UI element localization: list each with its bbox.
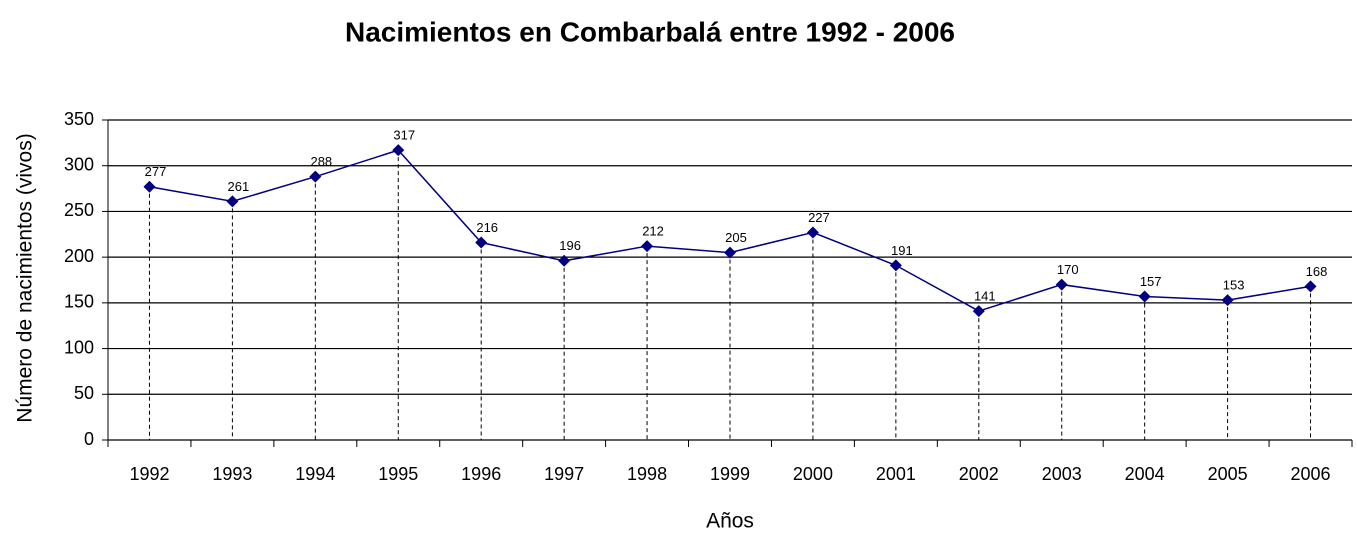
data-label: 317 (393, 128, 415, 143)
y-axis-label: Número de nacimientos (vivos) (14, 133, 37, 422)
y-tick-label: 300 (64, 154, 94, 174)
marker (475, 236, 488, 249)
marker (1138, 290, 1151, 303)
data-label: 227 (808, 210, 830, 225)
x-tick-label: 2002 (959, 464, 999, 484)
x-tick-label: 2004 (1125, 464, 1165, 484)
marker (558, 254, 571, 267)
y-tick-label: 100 (64, 337, 94, 357)
marker (309, 170, 322, 183)
marker (641, 240, 654, 253)
marker (143, 180, 156, 193)
x-tick-label: 2001 (876, 464, 916, 484)
data-label: 205 (725, 230, 747, 245)
data-label: 216 (476, 220, 498, 235)
x-tick-label: 2003 (1042, 464, 1082, 484)
x-axis-label: Años (706, 510, 754, 533)
data-label: 168 (1306, 264, 1328, 279)
marker (724, 246, 736, 259)
marker (889, 259, 902, 272)
marker (1304, 280, 1317, 293)
data-label: 153 (1223, 278, 1245, 293)
x-tick-label: 2006 (1291, 464, 1331, 484)
marker (972, 305, 985, 318)
data-label: 157 (1140, 274, 1162, 289)
data-label: 196 (559, 238, 581, 253)
data-label: 277 (145, 164, 167, 179)
y-tick-label: 50 (74, 383, 94, 403)
x-tick-label: 1998 (627, 464, 667, 484)
x-tick-label: 1997 (544, 464, 584, 484)
data-label: 170 (1057, 262, 1079, 277)
data-label: 212 (642, 224, 664, 239)
y-tick-label: 250 (64, 200, 94, 220)
marker (226, 195, 239, 208)
x-tick-label: 1993 (212, 464, 252, 484)
data-label: 191 (891, 243, 913, 258)
x-tick-label: 1994 (295, 464, 335, 484)
x-tick-label: 1996 (461, 464, 501, 484)
marker (392, 144, 405, 157)
data-label: 288 (310, 154, 332, 169)
marker (806, 226, 819, 239)
data-label: 141 (974, 289, 996, 304)
y-tick-label: 200 (64, 246, 94, 266)
data-label: 261 (228, 179, 250, 194)
y-tick-label: 0 (84, 429, 94, 449)
chart-title: Nacimientos en Combarbalá entre 1992 - 2… (345, 16, 955, 47)
marker (1221, 294, 1234, 307)
y-tick-label: 350 (64, 109, 94, 129)
marker (1055, 278, 1068, 291)
x-tick-label: 2000 (793, 464, 833, 484)
x-tick-label: 1992 (129, 464, 169, 484)
y-tick-label: 150 (64, 292, 94, 312)
x-tick-label: 1999 (710, 464, 750, 484)
x-tick-label: 1995 (378, 464, 418, 484)
x-tick-label: 2005 (1208, 464, 1248, 484)
